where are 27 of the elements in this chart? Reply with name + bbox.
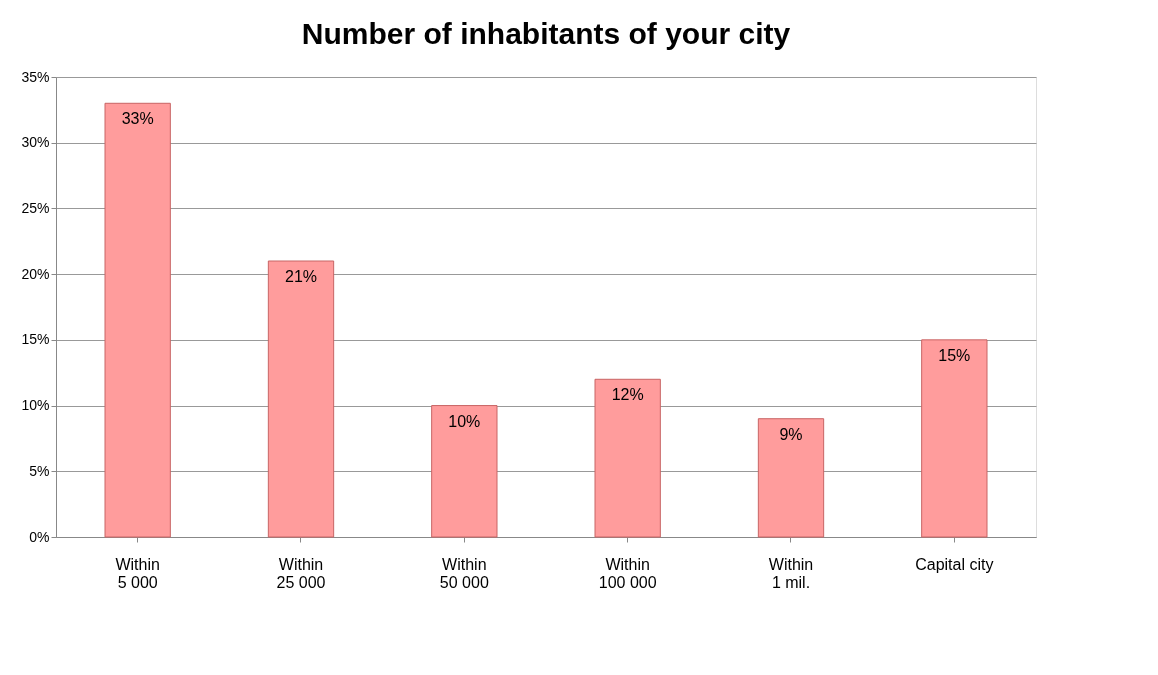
- bar: [431, 405, 498, 538]
- y-tick-label: 0%: [29, 528, 50, 545]
- data-label: 33%: [121, 110, 154, 128]
- bar: [104, 102, 171, 538]
- y-tick-label: 20%: [21, 265, 50, 282]
- bar: [267, 260, 335, 538]
- bar: [921, 339, 988, 538]
- y-tick-label: 15%: [21, 331, 50, 348]
- x-tick-label: Within 1 mil.: [768, 555, 814, 591]
- chart-title: Number of inhabitants of your city: [301, 17, 791, 50]
- data-label: 9%: [779, 425, 803, 443]
- data-label: 12%: [611, 386, 644, 404]
- bar: [594, 378, 661, 538]
- data-label: 10%: [448, 412, 481, 430]
- x-tick-label: Capital city: [915, 555, 994, 573]
- x-tick-label: Within 50 000: [439, 555, 489, 591]
- y-tick-label: 10%: [21, 397, 50, 414]
- data-label: 15%: [938, 346, 971, 364]
- y-tick-label: 35%: [21, 68, 50, 85]
- y-tick-label: 30%: [21, 134, 50, 151]
- x-tick-label: Within 100 000: [598, 555, 657, 591]
- y-tick-label: 5%: [29, 462, 50, 479]
- y-tick-label: 25%: [21, 199, 50, 216]
- bar: [757, 418, 825, 538]
- x-tick-label: Within 5 000: [115, 555, 160, 591]
- x-tick-label: Within 25 000: [276, 555, 326, 591]
- data-label: 21%: [284, 268, 318, 285]
